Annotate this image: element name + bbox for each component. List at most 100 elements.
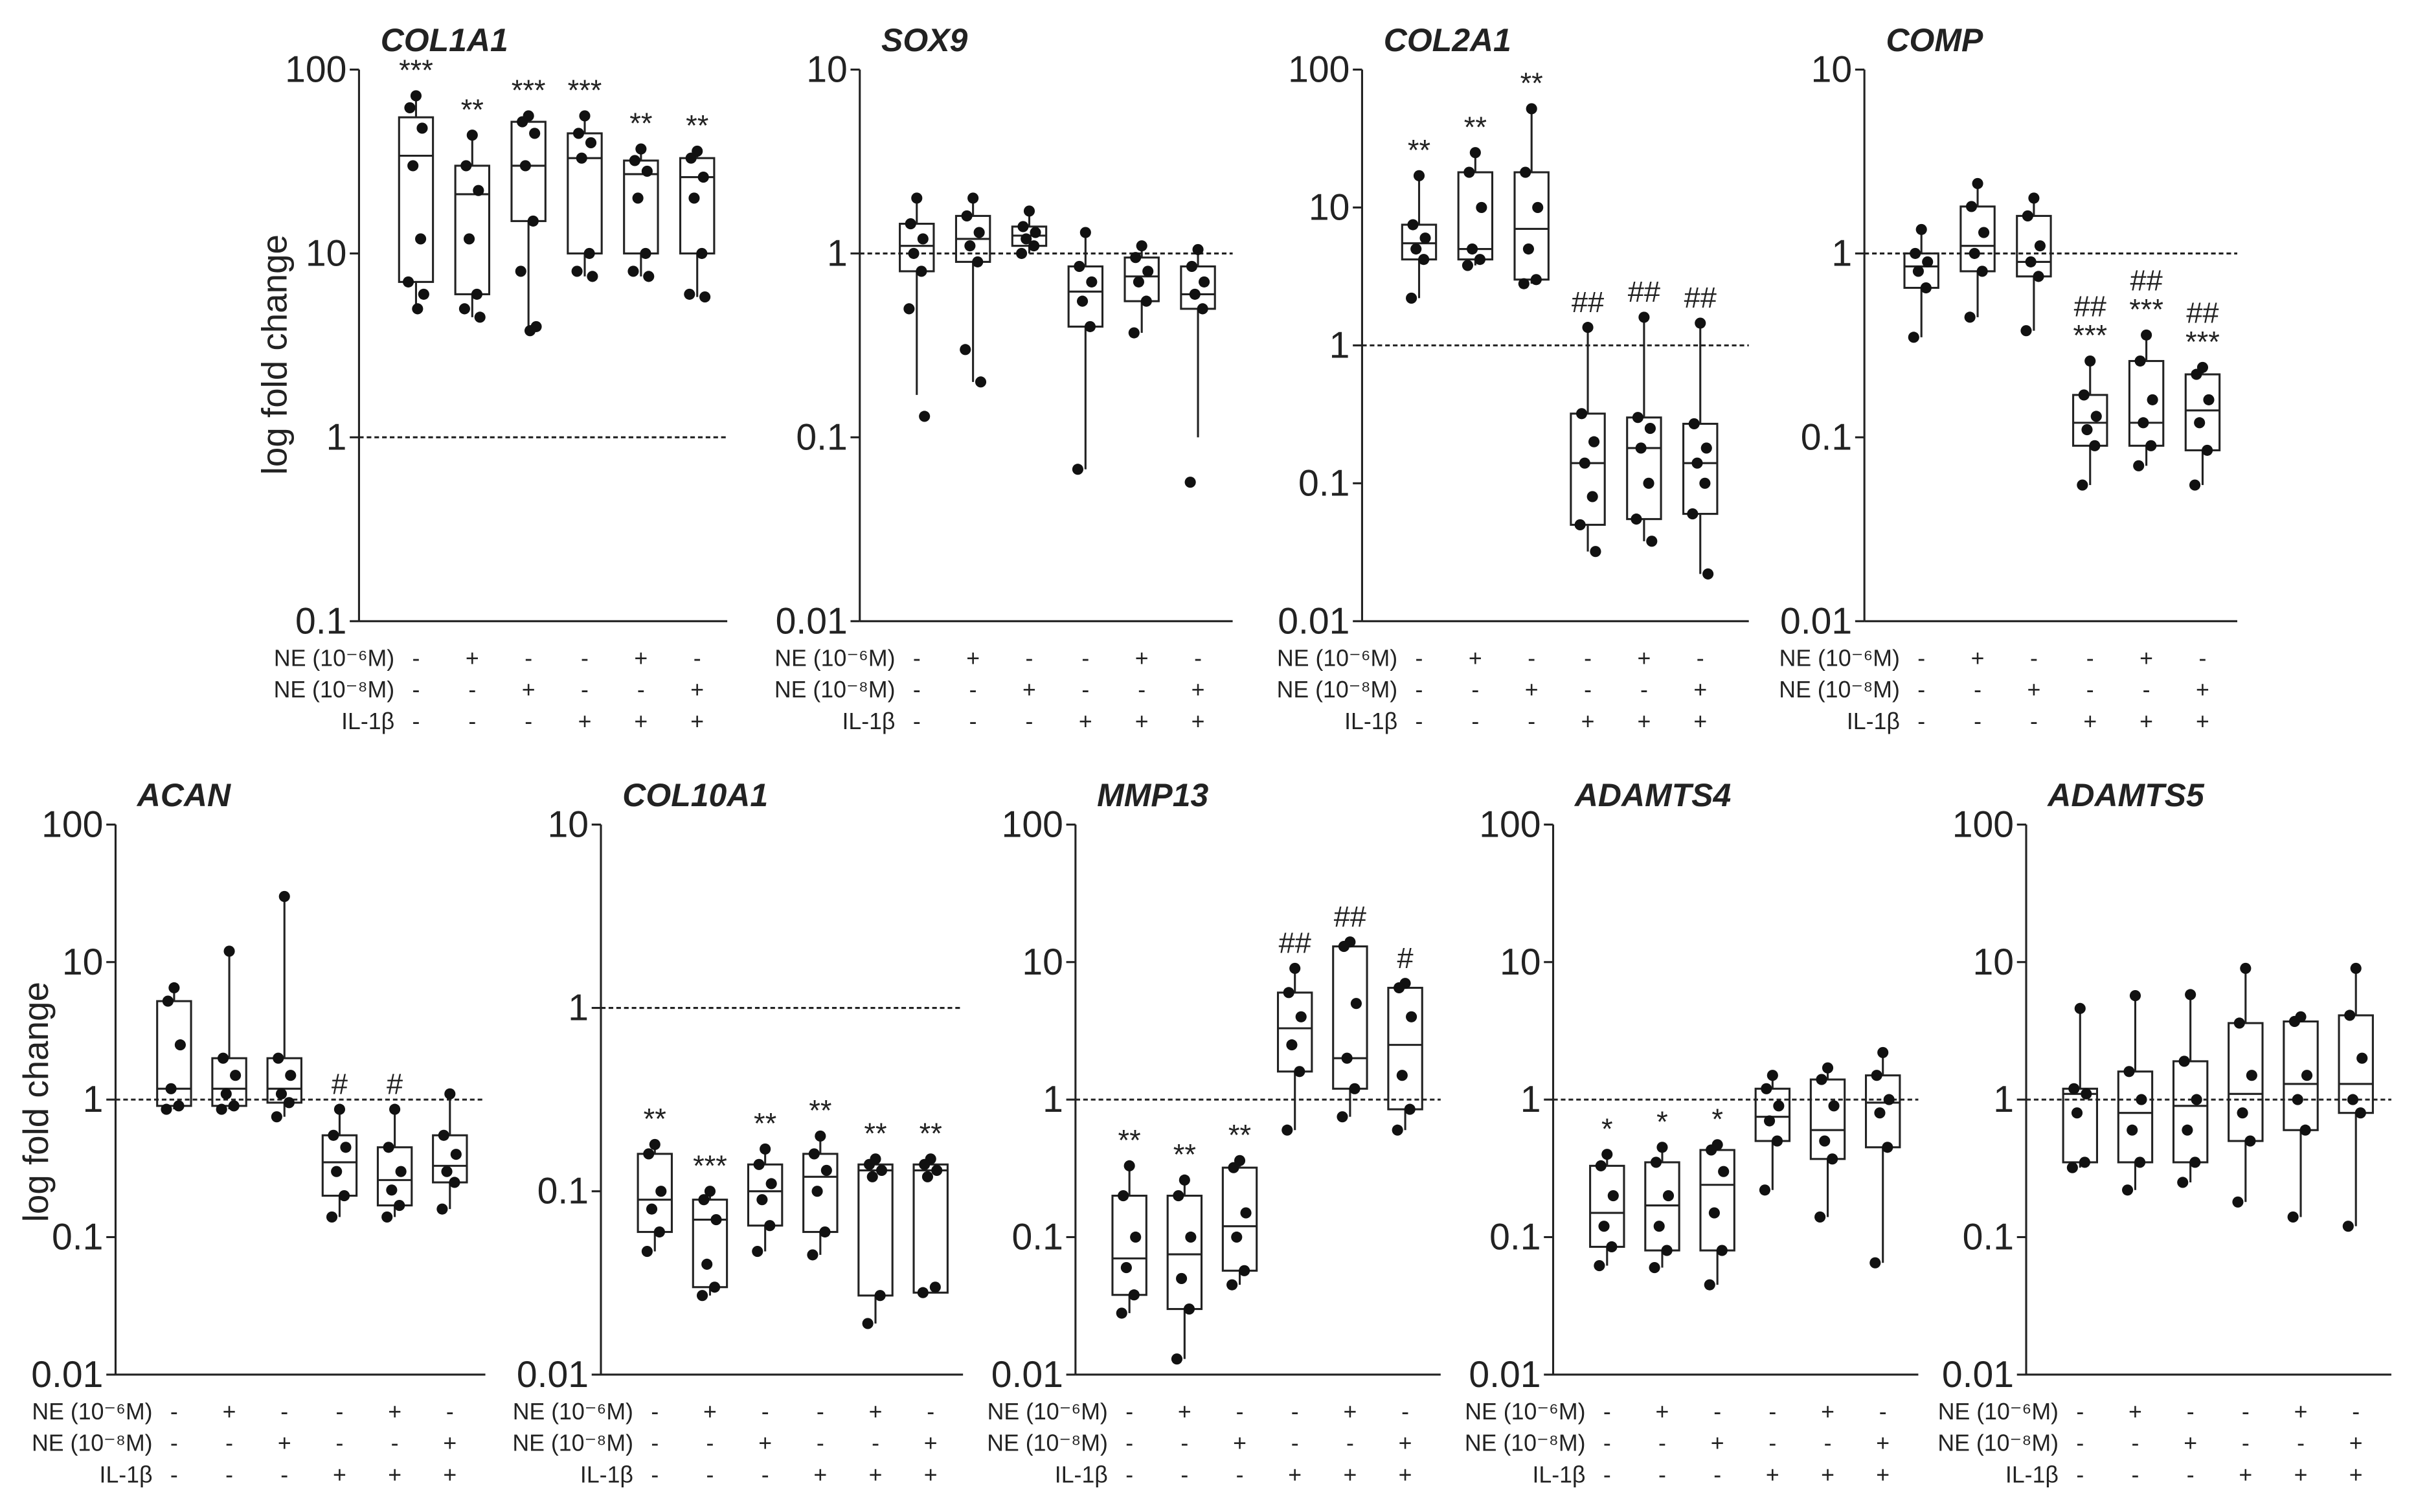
y-tick-label: 10 <box>1811 49 1853 90</box>
data-point <box>629 155 640 166</box>
treatment-sign: - <box>2030 645 2038 671</box>
treatment-label: NE (10⁻⁸M) <box>1277 677 1398 703</box>
data-point <box>960 344 971 355</box>
treatment-sign: + <box>869 1461 883 1487</box>
significance-label: ## <box>1684 281 1717 314</box>
data-point <box>1814 1211 1826 1223</box>
data-point <box>1240 1207 1252 1219</box>
data-point <box>1908 332 1919 343</box>
treatment-sign: + <box>578 708 592 734</box>
significance-label: ** <box>644 1103 666 1136</box>
y-tick-label: 100 <box>285 49 346 90</box>
treatment-sign: - <box>468 708 476 734</box>
data-point <box>2299 1124 2311 1136</box>
data-point <box>2089 440 2101 451</box>
treatment-sign: + <box>1971 645 1985 671</box>
panel-title: ACAN <box>136 777 231 813</box>
treatment-sign: + <box>1178 1399 1191 1425</box>
data-point <box>921 1171 934 1182</box>
data-point <box>807 1249 819 1261</box>
data-point <box>328 1129 339 1141</box>
data-point <box>1239 1265 1250 1276</box>
treatment-sign: + <box>2184 1430 2197 1456</box>
data-point <box>2232 1196 2244 1208</box>
data-point <box>765 1178 777 1190</box>
data-point <box>862 1318 874 1329</box>
treatment-sign: + <box>1079 708 1092 734</box>
data-point <box>283 1097 295 1109</box>
data-point <box>2301 1070 2313 1081</box>
box <box>1276 991 1313 1073</box>
data-point <box>698 1194 710 1206</box>
treatment-sign: + <box>1233 1430 1247 1456</box>
data-point <box>1338 940 1349 953</box>
data-point <box>450 1149 462 1160</box>
data-point <box>1882 1142 1893 1153</box>
treatment-sign: + <box>2027 677 2040 703</box>
data-point <box>917 1287 929 1298</box>
data-point <box>1662 1190 1675 1202</box>
treatment-sign: - <box>1917 677 1925 703</box>
treatment-sign: - <box>1658 1430 1666 1456</box>
treatment-sign: - <box>2198 645 2206 671</box>
data-point <box>1632 412 1643 423</box>
data-point <box>404 102 416 113</box>
treatment-sign: - <box>2297 1430 2305 1456</box>
treatment-sign: - <box>1081 645 1089 671</box>
y-tick-label: 10 <box>806 49 848 90</box>
data-point <box>441 1166 453 1177</box>
treatment-sign: + <box>1525 677 1539 703</box>
y-tick-label: 1 <box>326 416 347 458</box>
data-point <box>333 1103 345 1115</box>
box <box>321 1134 358 1197</box>
treatment-label: NE (10⁻⁸M) <box>1937 1430 2059 1456</box>
data-point <box>1687 508 1699 520</box>
treatment-sign: + <box>2196 708 2209 734</box>
treatment-sign: - <box>225 1461 233 1487</box>
data-point <box>1644 423 1656 434</box>
treatment-sign: + <box>522 677 536 703</box>
treatment-sign: + <box>223 1399 236 1425</box>
data-point <box>1176 1272 1188 1284</box>
data-point <box>395 1166 407 1177</box>
data-point <box>1023 205 1035 217</box>
data-point <box>285 1070 297 1081</box>
data-point <box>2202 444 2213 456</box>
data-point <box>2347 1094 2359 1105</box>
treatment-sign: - <box>1879 1399 1887 1425</box>
data-point <box>1017 221 1029 232</box>
data-point <box>917 233 929 245</box>
data-point <box>275 1088 288 1100</box>
data-point <box>217 1052 229 1064</box>
treatment-sign: + <box>924 1461 938 1487</box>
treatment-sign: - <box>817 1399 824 1425</box>
treatment-sign: + <box>1693 677 1707 703</box>
data-point <box>931 1164 943 1177</box>
data-point <box>697 172 709 183</box>
data-point <box>1877 1046 1889 1058</box>
treatment-sign: + <box>634 708 648 734</box>
data-point <box>1128 1289 1140 1301</box>
y-tick-label: 10 <box>1972 942 2014 983</box>
treatment-sign: + <box>2139 645 2153 671</box>
treatment-sign: - <box>1603 1461 1611 1487</box>
treatment-sign: + <box>966 645 980 671</box>
data-point <box>449 1177 460 1188</box>
data-point <box>1643 477 1654 489</box>
data-point <box>2287 1211 2299 1223</box>
significance-label: ** <box>1173 1138 1196 1171</box>
y-tick-label: 10 <box>1309 186 1350 228</box>
treatment-sign: + <box>1711 1430 1724 1456</box>
box <box>2016 214 2052 278</box>
treatment-sign: + <box>1469 645 1482 671</box>
treatment-label: NE (10⁻⁶M) <box>32 1399 152 1425</box>
data-point <box>2025 256 2037 267</box>
data-point <box>1467 243 1478 255</box>
data-point <box>579 110 591 122</box>
treatment-label: NE (10⁻⁶M) <box>274 645 394 671</box>
box <box>2128 359 2165 447</box>
treatment-sign: + <box>1022 677 1036 703</box>
box <box>1332 945 1368 1090</box>
data-point <box>1910 247 1921 259</box>
data-point <box>1912 265 1924 277</box>
